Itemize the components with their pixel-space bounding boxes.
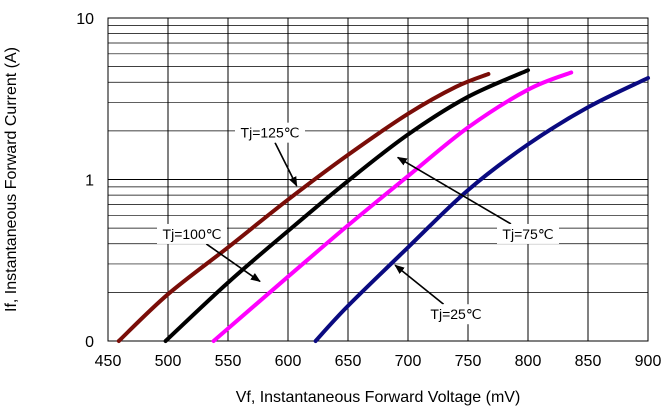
x-tick-label: 650 xyxy=(335,353,362,370)
plot-area-frame xyxy=(107,17,649,342)
annotation-arrow xyxy=(205,243,261,283)
series-line xyxy=(211,70,574,343)
x-tick-label: 850 xyxy=(575,353,602,370)
x-tick-label: 450 xyxy=(95,353,122,370)
x-tick-label: 600 xyxy=(275,353,302,370)
annotation-label-background xyxy=(157,223,227,244)
x-tick-label: 750 xyxy=(455,353,482,370)
annotation-label-background xyxy=(497,223,559,244)
annotation-label-background xyxy=(425,304,487,325)
x-tick-label: 900 xyxy=(635,353,662,370)
annotation-label: Tj=25℃ xyxy=(430,306,481,322)
x-tick-label: 700 xyxy=(395,353,422,370)
x-tick-label: 800 xyxy=(515,353,542,370)
annotation-label: Tj=100℃ xyxy=(163,226,222,242)
series-annotation: Tj=125℃ xyxy=(235,122,305,187)
series-line xyxy=(163,68,530,343)
y-tick-label: 0 xyxy=(85,334,94,351)
y-tick-label: 10 xyxy=(76,11,94,28)
series-line xyxy=(313,76,650,343)
annotation-arrow xyxy=(394,264,445,305)
series-annotation: Tj=75℃ xyxy=(396,156,559,244)
annotation-label: Tj=125℃ xyxy=(241,125,300,141)
y-tick-label: 1 xyxy=(85,173,94,190)
annotation-arrow xyxy=(274,142,298,187)
series-line xyxy=(116,72,491,343)
y-axis-label: If, Instantaneous Forward Current (A) xyxy=(3,47,20,312)
x-tick-label: 550 xyxy=(215,353,242,370)
series-layer xyxy=(116,68,650,343)
x-axis-label: Vf, Instantaneous Forward Voltage (mV) xyxy=(236,389,521,406)
x-tick-label: 500 xyxy=(155,353,182,370)
series-annotation: Tj=25℃ xyxy=(394,264,487,325)
annotation-label-background xyxy=(235,122,305,143)
series-annotation: Tj=100℃ xyxy=(157,223,261,283)
annotation-arrow xyxy=(396,156,512,225)
annotation-label: Tj=75℃ xyxy=(502,226,553,242)
annotation-layer: Tj=125℃ Tj=100℃ Tj=75℃ Tj=25℃ xyxy=(157,122,559,325)
grid xyxy=(108,17,648,342)
tick-labels: 450 500 550 600 650 700 750 800 850 900 0 1 10 xyxy=(76,11,661,370)
